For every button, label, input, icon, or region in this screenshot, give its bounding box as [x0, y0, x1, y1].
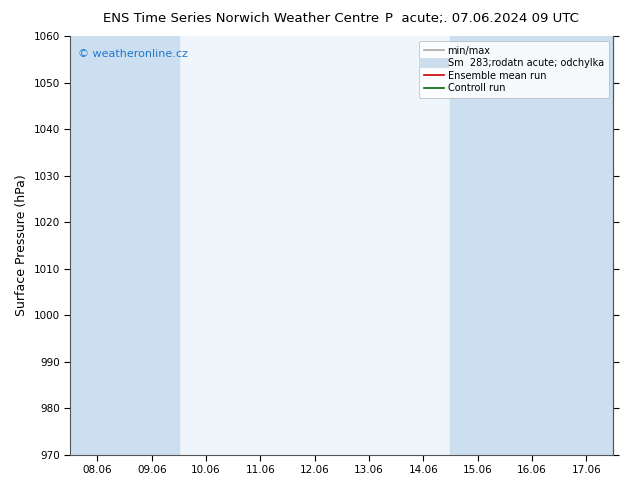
- Legend: min/max, Sm  283;rodatn acute; odchylka, Ensemble mean run, Controll run: min/max, Sm 283;rodatn acute; odchylka, …: [420, 41, 609, 98]
- Bar: [559, 36, 614, 455]
- Bar: [451, 36, 559, 455]
- Bar: [70, 36, 179, 455]
- Text: ENS Time Series Norwich Weather Centre: ENS Time Series Norwich Weather Centre: [103, 12, 379, 25]
- Text: © weatheronline.cz: © weatheronline.cz: [79, 49, 188, 59]
- Y-axis label: Surface Pressure (hPa): Surface Pressure (hPa): [15, 174, 28, 316]
- Text: P  acute;. 07.06.2024 09 UTC: P acute;. 07.06.2024 09 UTC: [385, 12, 579, 25]
